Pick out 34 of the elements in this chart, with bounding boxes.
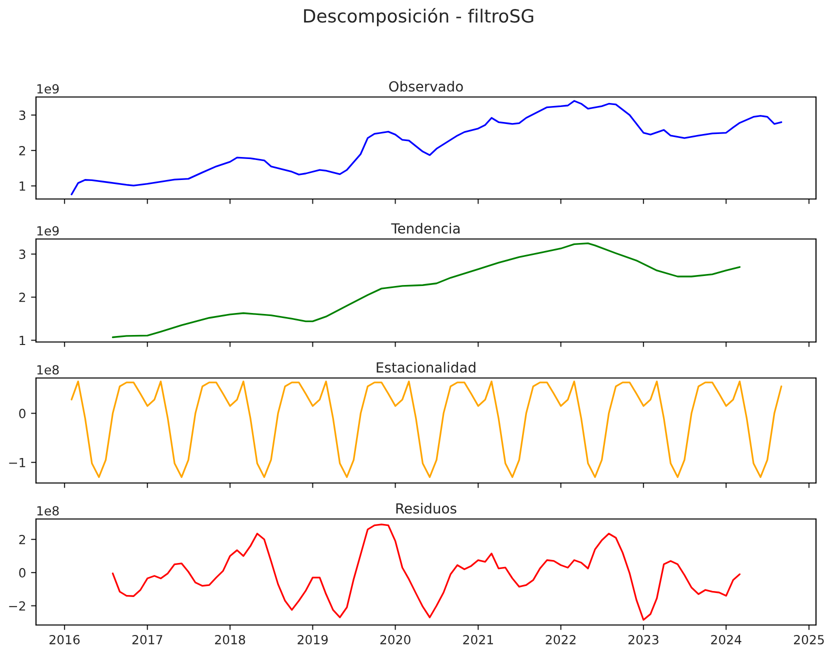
- x-tick-label: 2023: [628, 634, 658, 644]
- x-tick-label: 2017: [132, 634, 162, 644]
- text: 1e8: [37, 506, 59, 516]
- y-tick-label: 3: [19, 110, 26, 120]
- line-series: [70, 380, 782, 478]
- x-tick-label: 2021: [463, 634, 493, 644]
- y-tick-label: 2: [19, 534, 26, 544]
- chart-title: Tendencia: [391, 222, 460, 234]
- text: Descomposición - filtroSG: [304, 8, 534, 26]
- chart-title: Estacionalidad: [376, 362, 476, 373]
- x-tick-label: 2019: [298, 634, 328, 644]
- y-tick-label: 2: [19, 292, 26, 302]
- x-tick-label: 2018: [215, 634, 246, 644]
- y-tick-label: 1: [20, 182, 26, 191]
- x-tick-label: 2020: [380, 634, 410, 644]
- y-tick-label: 1: [20, 336, 26, 346]
- text: 1e9: [37, 226, 59, 236]
- text: 1e9: [37, 84, 59, 94]
- x-tick-label: 2024: [711, 634, 742, 644]
- chart-title: Residuos: [396, 502, 456, 514]
- x-tick-label: 2025: [794, 634, 824, 644]
- chart-title: Observado: [389, 80, 463, 92]
- x-tick-label: 2016: [50, 634, 80, 644]
- y-tick-label: −2: [9, 601, 26, 611]
- line-series: [70, 100, 782, 196]
- y-tick-label: 0: [19, 408, 26, 418]
- x-tick-label: 2022: [546, 634, 576, 644]
- y-tick-label: 2: [19, 146, 26, 156]
- text: 1e8: [37, 365, 59, 375]
- line-series: [112, 524, 741, 621]
- y-tick-label: 3: [19, 250, 26, 260]
- line-series: [112, 242, 741, 338]
- y-tick-label: 0: [19, 568, 26, 578]
- y-tick-label: −1: [9, 458, 26, 468]
